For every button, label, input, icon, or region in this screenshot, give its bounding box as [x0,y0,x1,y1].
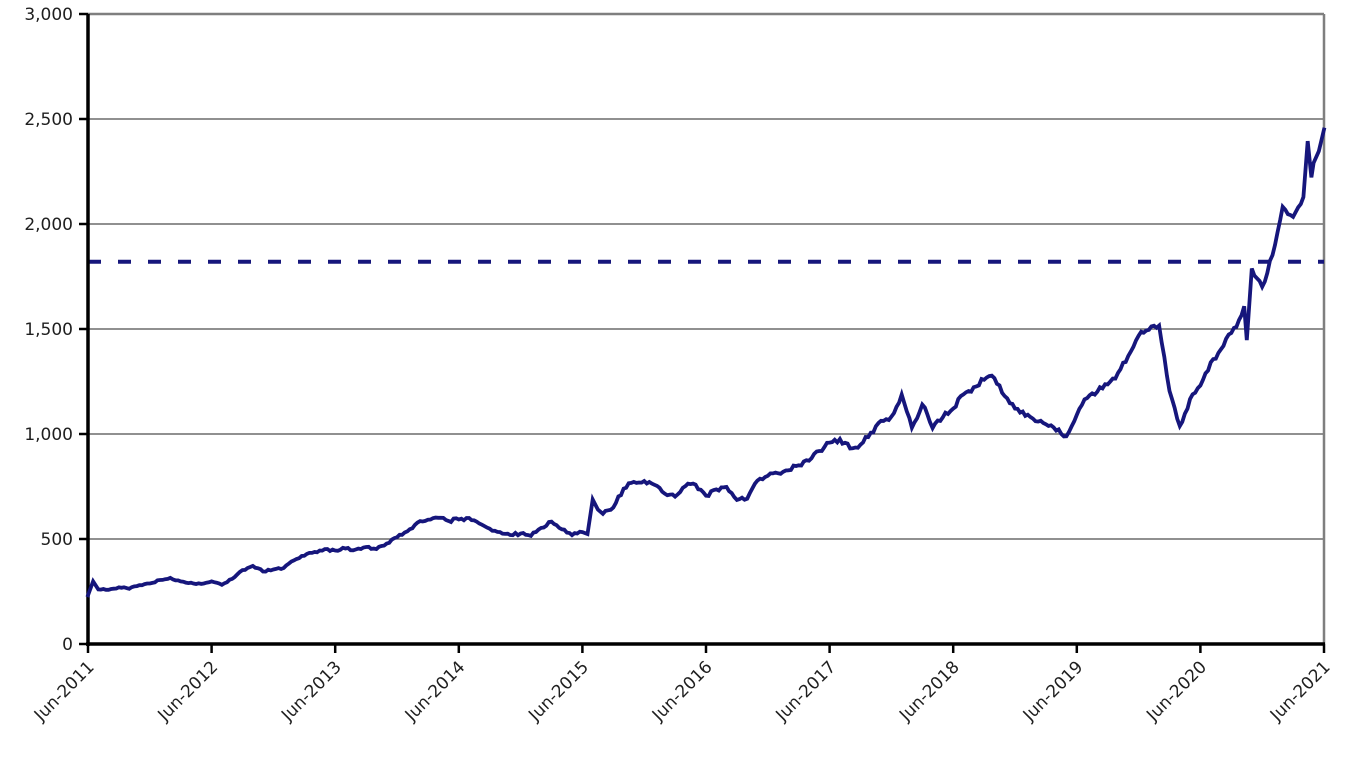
y-tick-label: 3,000 [24,5,73,25]
y-tick-label: 1,000 [24,425,73,445]
y-tick-label: 2,500 [24,110,73,130]
x-tick-label: Jun-2017 [772,657,841,726]
x-tick-label: Jun-2011 [30,657,99,726]
data-line [85,127,1327,598]
x-tick-label: Jun-2015 [524,657,593,726]
x-tick-label: Jun-2020 [1142,657,1211,726]
y-tick-label: 1,500 [24,320,73,340]
y-tick-label: 500 [41,530,73,550]
x-tick-label: Jun-2013 [277,657,346,726]
y-tick-label: 0 [62,635,73,655]
x-tick-label: Jun-2021 [1266,657,1335,726]
x-tick-label: Jun-2014 [401,657,470,726]
x-tick-label: Jun-2016 [648,657,717,726]
y-tick-label: 2,000 [24,215,73,235]
x-tick-label: Jun-2019 [1019,657,1088,726]
x-tick-label: Jun-2012 [154,657,223,726]
x-tick-label: Jun-2018 [895,657,964,726]
